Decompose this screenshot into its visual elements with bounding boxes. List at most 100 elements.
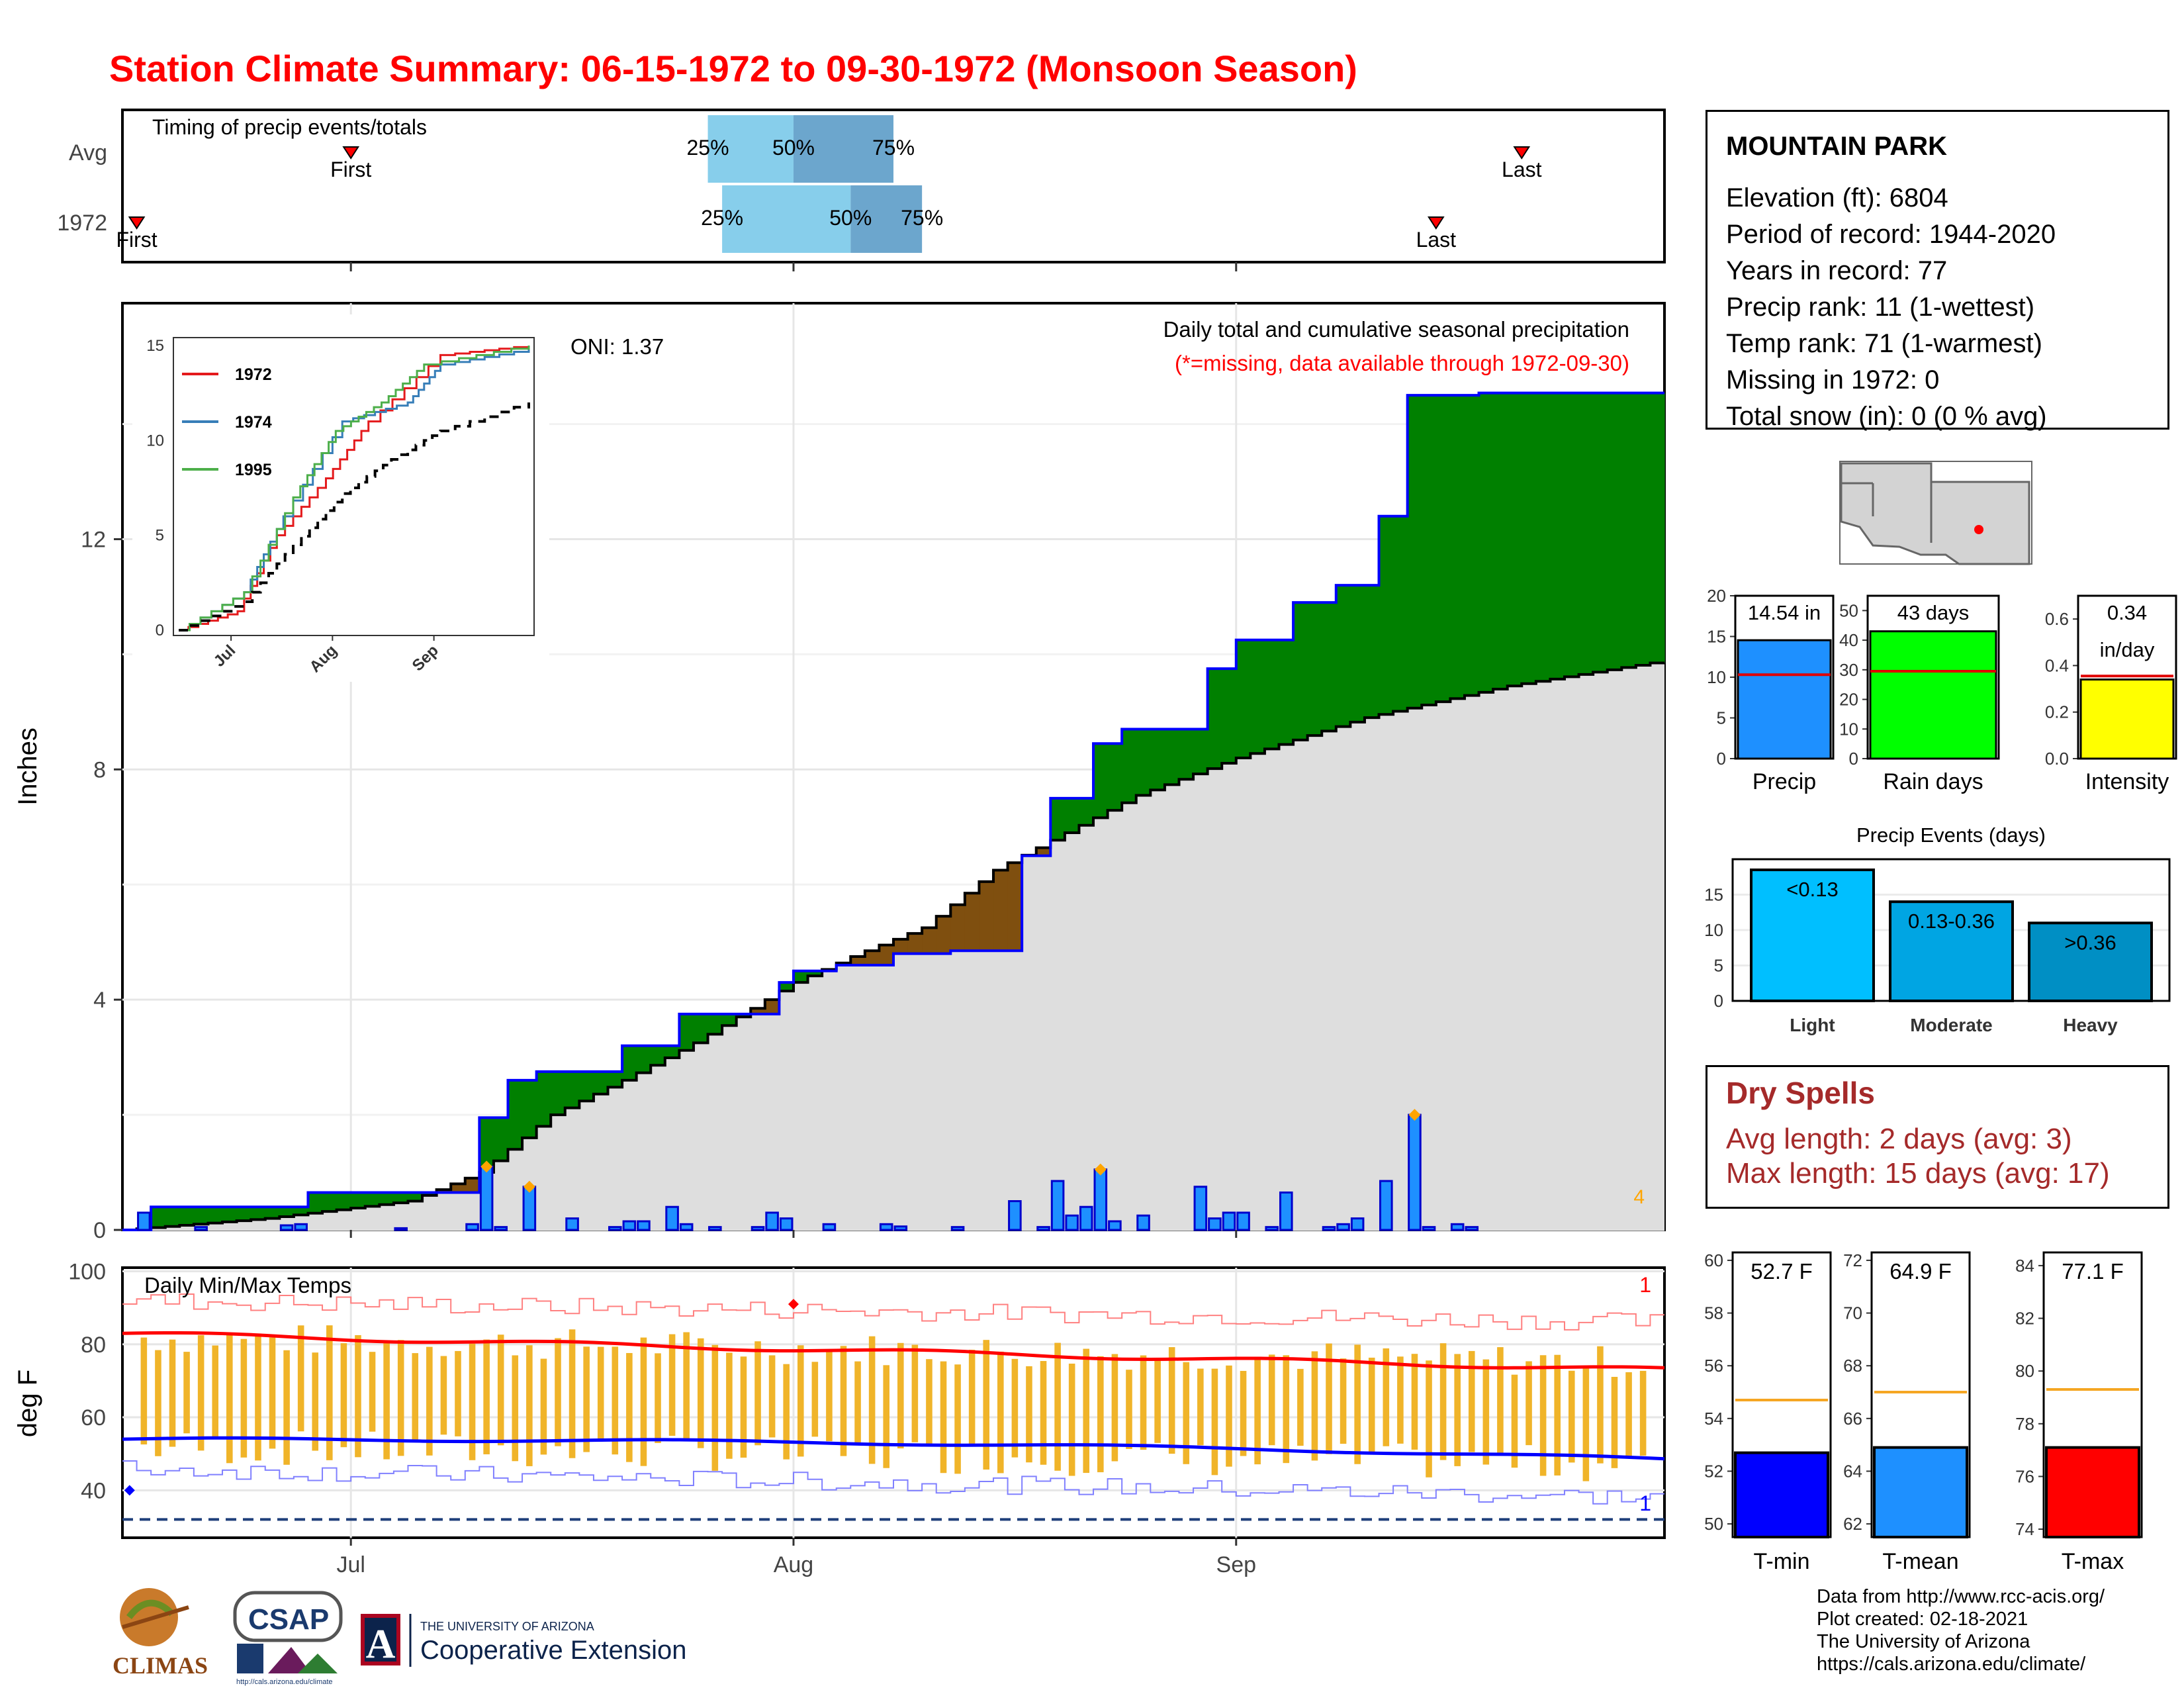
deficit-area [936, 916, 951, 954]
surplus-area [165, 1207, 180, 1227]
temp-summary-value: 64.9 F [1889, 1259, 1952, 1284]
temp-panel-label: Daily Min/Max Temps [144, 1273, 351, 1297]
daily-temp-range-bar [797, 1345, 804, 1457]
surplus-area [151, 1207, 166, 1228]
surplus-area [508, 1080, 523, 1150]
station-years: Years in record: 77 [1726, 256, 1948, 285]
heavy-day-marker [480, 1160, 493, 1173]
event-bar-1 [1889, 900, 2014, 1002]
temp-summary-bar-0 [1734, 1451, 1829, 1538]
daily-precip-bar [279, 1224, 294, 1231]
heavy-day-marker [1094, 1163, 1107, 1176]
daily-temp-range-bar [555, 1338, 561, 1446]
summary-tick: 0 [1717, 749, 1726, 769]
station-location-dot [1974, 525, 1983, 534]
daily-temp-range-bar [397, 1340, 404, 1456]
inset-y-tick: 0 [156, 622, 164, 639]
temp-x-tick: Sep [1216, 1552, 1257, 1577]
daily-temp-range-bar [326, 1325, 333, 1460]
summary-tick: 40 [1839, 630, 1858, 650]
daily-temp-range-bar [1183, 1362, 1190, 1464]
inset-series-1995 [179, 346, 530, 632]
daily-precip-bar [294, 1223, 308, 1231]
surplus-area [722, 1013, 737, 1026]
summary-tick: 0 [1849, 749, 1858, 769]
summary-tick: 20 [1707, 586, 1726, 606]
surplus-area [1364, 585, 1380, 718]
daily-temp-range-bar [768, 1355, 776, 1438]
surplus-area [1079, 798, 1094, 825]
daily-precip-bar [879, 1223, 893, 1231]
inset-avg-line [179, 402, 530, 632]
precip-y-axis-label: Inches [13, 727, 42, 806]
daily-temp-range-bar [455, 1350, 461, 1436]
daily-temp-range-bar [1340, 1358, 1347, 1444]
surplus-area [651, 1045, 666, 1066]
surplus-area [1393, 516, 1408, 712]
surplus-area [379, 1192, 394, 1205]
daily-temp-range-bar [1411, 1354, 1418, 1450]
surplus-area [479, 1117, 494, 1173]
temp-summary-tick: 50 [1704, 1514, 1723, 1534]
daily-temp-range-bar [640, 1337, 647, 1466]
summary-tick: 15 [1707, 627, 1726, 647]
daily-temp-range-bar [940, 1361, 947, 1474]
csap-logo: CSAP http://cals.arizona.edu/climate [233, 1591, 343, 1686]
temp-summary-name: T-mean [1882, 1549, 1958, 1574]
surplus-area [1322, 602, 1337, 731]
summary-tick: 30 [1839, 660, 1858, 680]
summary-value-label: 14.54 in [1748, 601, 1821, 624]
summary-tick: 10 [1707, 667, 1726, 687]
timing-bar-25-50 [722, 185, 851, 253]
daily-temp-range-bar [1511, 1374, 1518, 1468]
daily-temp-range-bar [540, 1358, 547, 1455]
surplus-area [1207, 669, 1222, 769]
daily-precip-bar [1208, 1217, 1222, 1231]
temp-summary-bar-1 [1873, 1446, 1968, 1539]
temp-y-tick: 100 [68, 1260, 106, 1285]
temp-summary-name: T-min [1754, 1549, 1810, 1574]
daily-precip-bar [1093, 1168, 1108, 1231]
csap-url-text: http://cals.arizona.edu/climate [236, 1678, 333, 1686]
events-tick: 0 [1714, 991, 1723, 1011]
temp-x-tick: Aug [774, 1552, 814, 1577]
temp-summary-tick: 60 [1704, 1250, 1723, 1270]
temp-summary-tick: 72 [1843, 1250, 1862, 1270]
precip-y-tick: 0 [93, 1218, 106, 1243]
daily-temp-range-bar [1439, 1343, 1447, 1460]
daily-precip-bar [1450, 1223, 1465, 1231]
daily-temp-range-bar [440, 1356, 447, 1435]
daily-temp-range-bar [1111, 1354, 1118, 1462]
deficit-area [907, 933, 923, 954]
surplus-area [1236, 639, 1251, 758]
daily-precip-bar [1336, 1223, 1350, 1231]
precip-y-tick: 8 [93, 757, 106, 782]
daily-temp-range-bar [497, 1335, 504, 1446]
daily-temp-range-bar [1368, 1357, 1375, 1454]
deficit-area [465, 1178, 480, 1193]
station-name: MOUNTAIN PARK [1726, 132, 1948, 161]
precip-y-tick: 4 [93, 988, 106, 1013]
dry-spells-title: Dry Spells [1726, 1076, 1875, 1110]
deficit-area [850, 956, 866, 965]
record-low-marker [124, 1485, 135, 1496]
credit-line-data: Data from http://www.rcc-acis.org/ [1817, 1586, 2105, 1607]
temp-summary-tick: 70 [1843, 1303, 1862, 1323]
surplus-area [1464, 395, 1480, 696]
daily-temp-range-bar [1454, 1354, 1461, 1466]
surplus-area [393, 1192, 409, 1203]
station-info-box: MOUNTAIN PARK Elevation (ft): 6804 Perio… [1706, 110, 2169, 431]
surplus-area [1064, 798, 1080, 833]
timing-bar-50-75 [793, 115, 893, 183]
credit-line-url: https://cals.arizona.edu/climate/ [1817, 1654, 2086, 1675]
timing-bar-25-50 [707, 115, 794, 183]
temp-summary-tick: 54 [1704, 1409, 1723, 1429]
temp-summary-tick: 68 [1843, 1356, 1862, 1376]
deficit-area [751, 1008, 766, 1014]
daily-temp-range-bar [1482, 1359, 1490, 1465]
inset-legend-label: 1995 [235, 461, 272, 479]
daily-temp-range-bar [526, 1345, 533, 1466]
surplus-area [622, 1045, 637, 1080]
oni-label: ONI: 1.37 [570, 334, 664, 359]
